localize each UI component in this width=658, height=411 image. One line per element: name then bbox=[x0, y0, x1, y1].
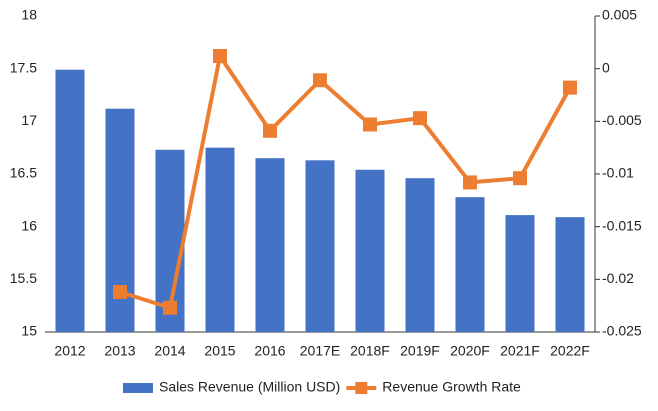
line-marker bbox=[463, 175, 477, 190]
line-marker bbox=[113, 284, 127, 299]
bar bbox=[505, 215, 535, 332]
line-marker bbox=[313, 73, 327, 88]
bar bbox=[555, 217, 585, 332]
bar bbox=[455, 197, 485, 332]
y2-tick-label: -0.02 bbox=[602, 270, 634, 286]
bar bbox=[205, 147, 235, 332]
x-tick-label: 2016 bbox=[254, 343, 285, 359]
bar bbox=[405, 178, 435, 332]
bar bbox=[55, 69, 85, 332]
y2-tick-label: -0.025 bbox=[602, 323, 642, 339]
y-tick-label: 15 bbox=[21, 323, 37, 339]
line-marker bbox=[513, 171, 527, 186]
line-marker bbox=[163, 300, 177, 315]
x-tick-label: 2017E bbox=[300, 343, 340, 359]
line-marker bbox=[413, 111, 427, 126]
y-tick-label: 18 bbox=[21, 7, 37, 23]
x-tick-label: 2019F bbox=[400, 343, 440, 359]
y2-tick-label: -0.015 bbox=[602, 217, 642, 233]
bar bbox=[305, 160, 335, 332]
legend-swatch bbox=[355, 382, 368, 394]
x-tick-label: 2012 bbox=[54, 343, 85, 359]
x-tick-label: 2015 bbox=[204, 343, 235, 359]
x-tick-label: 2021F bbox=[500, 343, 540, 359]
line-marker bbox=[263, 123, 277, 138]
y-tick-label: 17.5 bbox=[10, 59, 37, 75]
x-tick-label: 2022F bbox=[550, 343, 590, 359]
y2-tick-label: 0 bbox=[602, 59, 610, 75]
y2-tick-label: -0.01 bbox=[602, 165, 634, 181]
y2-tick-label: -0.005 bbox=[602, 112, 642, 128]
line-marker bbox=[363, 117, 377, 132]
x-tick-label: 2013 bbox=[104, 343, 135, 359]
bar bbox=[255, 158, 285, 332]
y2-tick-label: 0.005 bbox=[602, 7, 637, 23]
y-tick-label: 16.5 bbox=[10, 165, 37, 181]
legend-label: Sales Revenue (Million USD) bbox=[159, 379, 340, 395]
y-tick-label: 17 bbox=[21, 112, 37, 128]
x-tick-label: 2018F bbox=[350, 343, 390, 359]
legend-swatch bbox=[123, 383, 153, 393]
line-marker bbox=[213, 49, 227, 64]
bar bbox=[355, 169, 385, 332]
y-tick-label: 16 bbox=[21, 217, 37, 233]
x-tick-label: 2014 bbox=[154, 343, 185, 359]
y-tick-label: 15.5 bbox=[10, 270, 37, 286]
legend-label: Revenue Growth Rate bbox=[382, 379, 521, 395]
x-tick-label: 2020F bbox=[450, 343, 490, 359]
line-marker bbox=[563, 80, 577, 95]
line bbox=[119, 54, 572, 310]
